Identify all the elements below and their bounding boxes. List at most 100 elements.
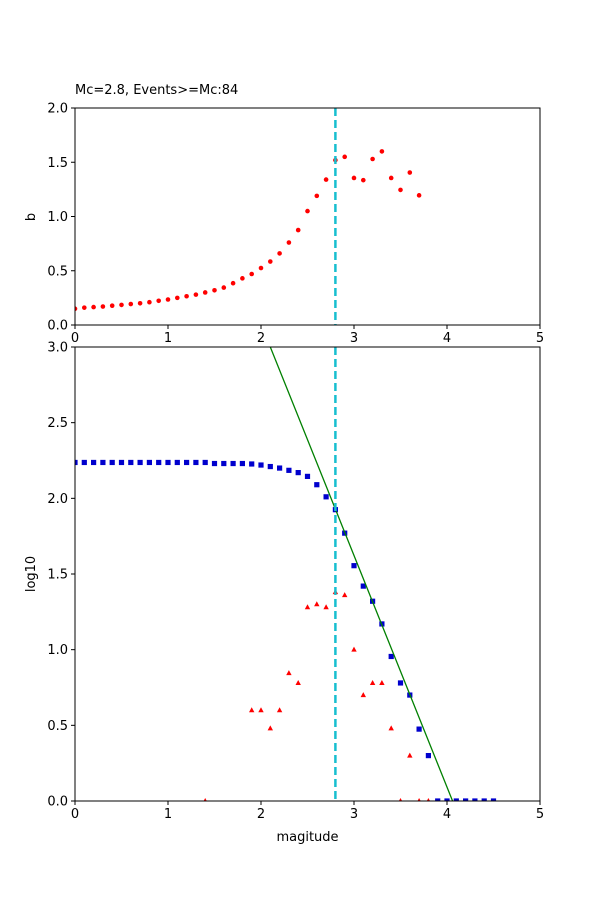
y-tick-label: 0.0 [47, 319, 68, 334]
data-point [407, 752, 413, 758]
data-point [146, 459, 152, 466]
y-tick-label: 1.0 [47, 643, 68, 658]
y-tick-label: 2.5 [47, 416, 68, 431]
data-point [221, 460, 227, 467]
data-point [184, 293, 189, 299]
data-point [388, 725, 394, 731]
data-point [416, 193, 422, 198]
data-point [258, 707, 264, 713]
data-point [118, 459, 125, 466]
data-point [249, 461, 255, 467]
y-tick-label: 2.0 [47, 492, 68, 507]
data-point [369, 679, 376, 685]
data-point [295, 470, 301, 476]
data-point [82, 305, 87, 310]
data-point [165, 459, 171, 466]
x-tick-label: 3 [350, 331, 358, 346]
data-point [230, 280, 236, 286]
x-tick-label: 4 [443, 331, 451, 346]
data-point [258, 265, 264, 271]
y-tick-label: 0.0 [47, 795, 68, 810]
data-point [147, 299, 152, 305]
data-point [361, 177, 366, 183]
y-axis-label: b [24, 213, 39, 221]
y-tick-label: 1.0 [47, 210, 68, 225]
y-tick-label: 1.5 [47, 568, 68, 583]
data-point [91, 459, 97, 466]
data-point [407, 170, 413, 175]
data-point [109, 303, 115, 308]
data-point [137, 459, 143, 466]
data-point [100, 304, 106, 309]
log-frequency-panel: log10 magitude 0 1 2 3 4 5 0.0 0.5 1.0 1.5 2.0 2.5 3… [24, 341, 544, 846]
data-point [267, 725, 273, 731]
y-tick-label: 2.0 [47, 102, 68, 117]
x-tick-label: 1 [164, 807, 172, 822]
data-point [490, 798, 497, 801]
data-point [360, 583, 366, 589]
data-point [351, 646, 357, 652]
data-point [276, 707, 283, 713]
data-point [91, 304, 96, 310]
data-point [128, 301, 134, 307]
data-point [351, 175, 357, 181]
data-point [286, 670, 292, 676]
data-point [351, 563, 357, 569]
data-point [463, 798, 469, 801]
data-point [304, 604, 311, 610]
data-point [249, 271, 254, 277]
b-value-plot-area: 0 1 2 3 4 5 0.0 0.5 1.0 1.5 2.0 [47, 102, 544, 347]
data-point [258, 462, 264, 468]
chart-title: Mc=2.8, Events>=Mc:84 [75, 83, 238, 98]
data-point [119, 302, 124, 308]
y-tick-label: 3.0 [47, 341, 68, 356]
data-point [397, 680, 404, 686]
data-point [304, 473, 311, 479]
b-value-panel: Mc=2.8, Events>=Mc:84 b 0 1 2 3 4 5 0.0 0.5 1.0 1… [24, 83, 544, 346]
data-point [202, 290, 208, 295]
data-point [417, 798, 421, 801]
data-point [370, 156, 375, 162]
data-point [379, 149, 385, 154]
data-point [323, 604, 329, 610]
data-point [193, 459, 199, 466]
data-point [398, 798, 403, 801]
data-point [305, 208, 310, 214]
data-point [75, 459, 78, 466]
y-axis-label: log10 [24, 556, 39, 592]
log-frequency-plot-area: 0 1 2 3 4 5 0.0 0.5 1.0 1.5 2.0 2.5 3.0 [47, 341, 544, 823]
data-point [81, 459, 87, 466]
data-point [314, 193, 320, 199]
data-point [165, 297, 171, 302]
plot-contents [75, 108, 422, 325]
plot-contents [75, 347, 497, 801]
x-tick-label: 2 [257, 331, 265, 346]
x-tick-label: 0 [71, 331, 79, 346]
data-point [137, 301, 143, 306]
data-point [221, 285, 227, 290]
data-point [314, 482, 320, 488]
data-point [128, 459, 134, 466]
data-point [388, 175, 394, 181]
x-tick-label: 4 [443, 807, 451, 822]
data-point [453, 798, 459, 801]
data-point [425, 753, 431, 759]
data-point [435, 798, 441, 801]
data-point [277, 251, 282, 256]
data-point [239, 460, 245, 467]
data-point [268, 259, 273, 264]
data-point [230, 460, 236, 467]
data-point [249, 707, 255, 713]
data-point [100, 459, 106, 466]
data-point [203, 798, 207, 801]
x-tick-label: 5 [536, 807, 544, 822]
data-point [109, 459, 115, 466]
x-tick-label: 5 [536, 331, 544, 346]
y-tick-label: 0.5 [47, 264, 68, 279]
data-point [156, 298, 161, 304]
data-point [202, 459, 208, 466]
data-point [193, 292, 199, 297]
data-point [175, 295, 180, 301]
data-point [295, 679, 301, 685]
data-point [388, 653, 394, 660]
